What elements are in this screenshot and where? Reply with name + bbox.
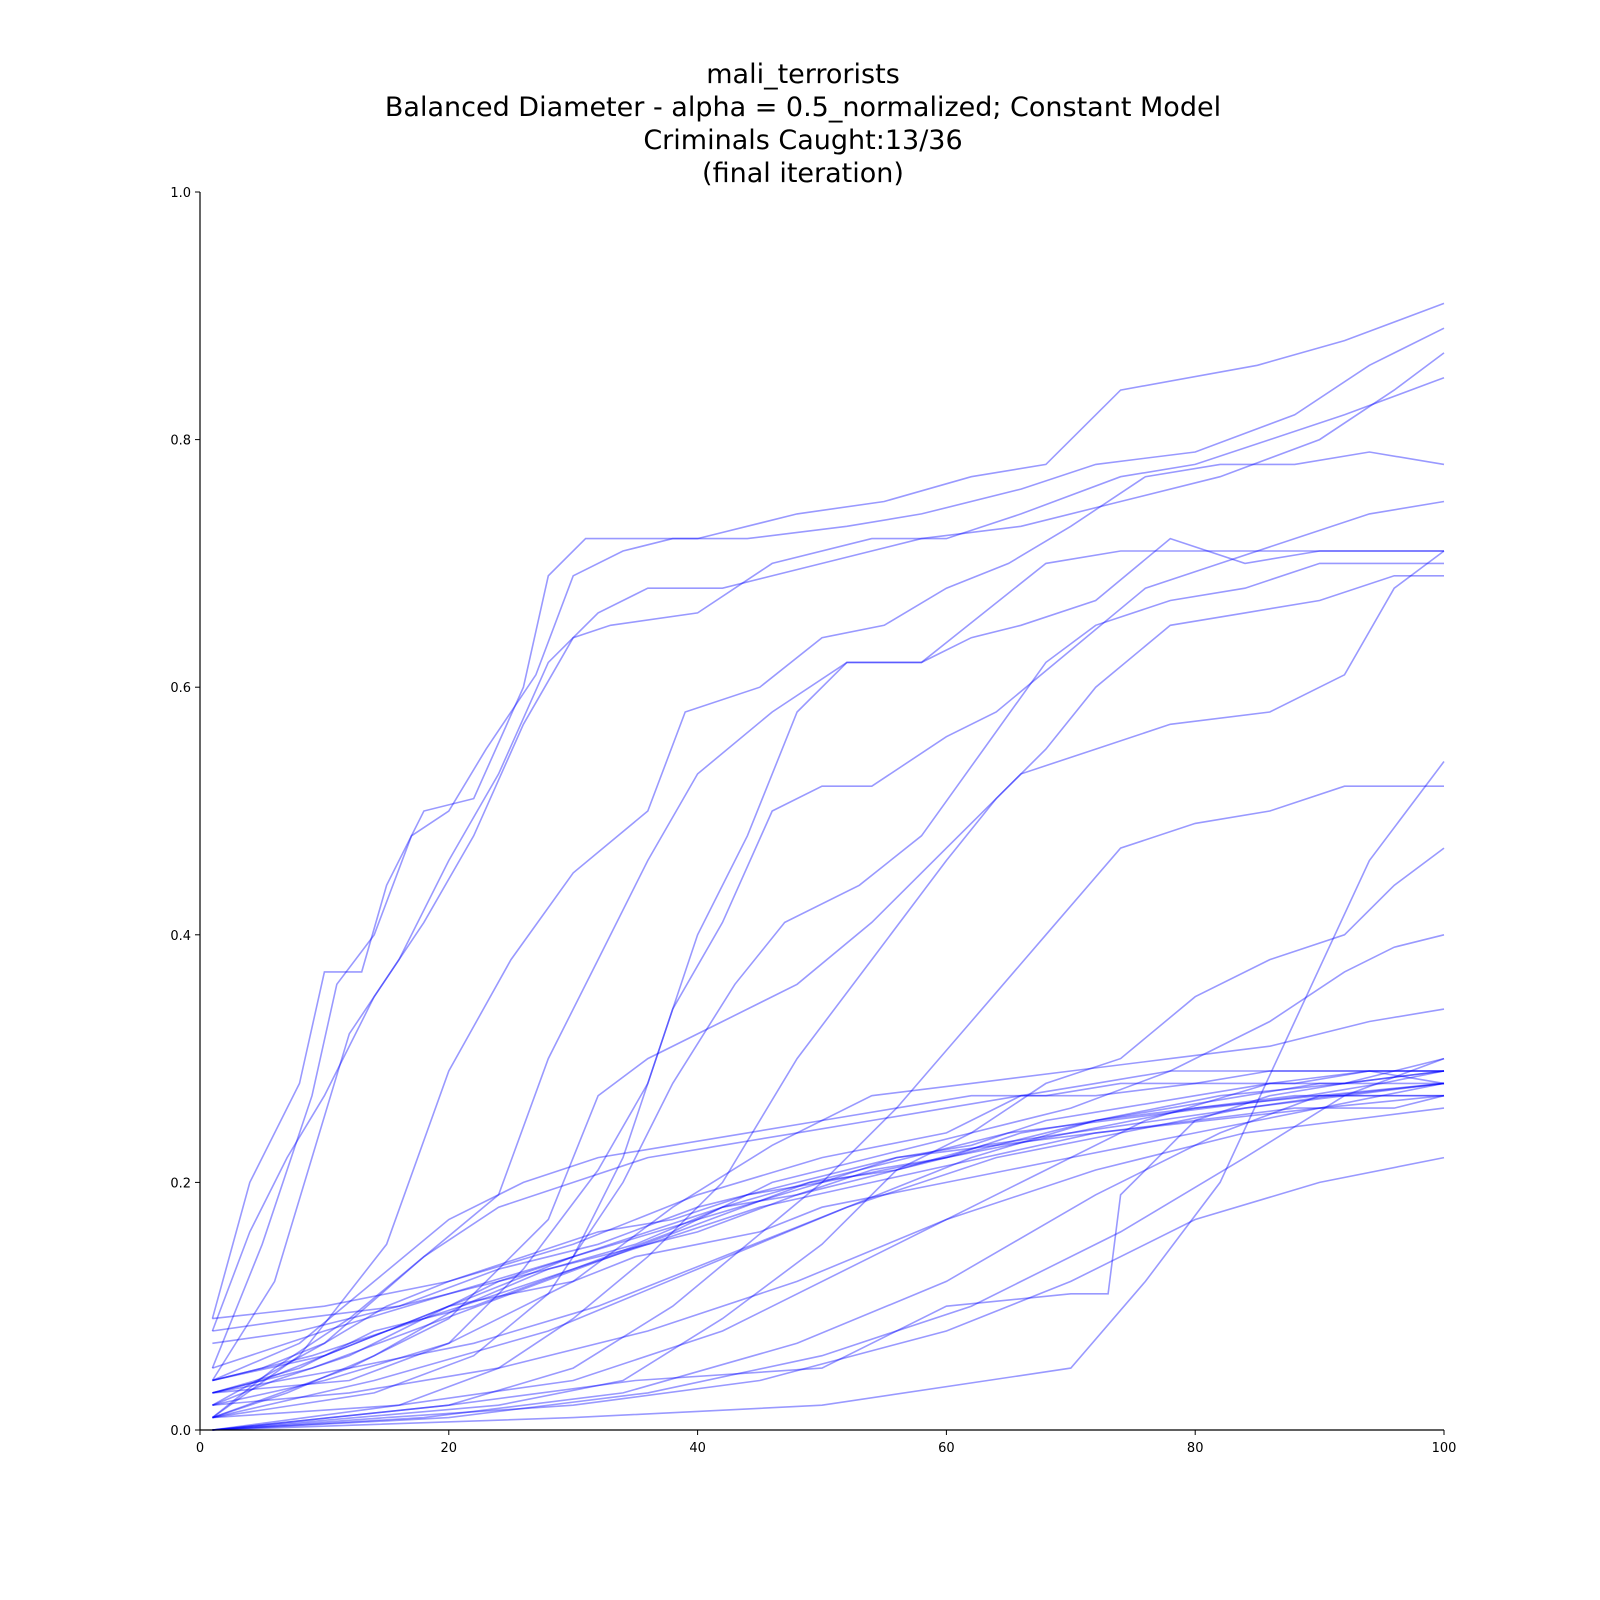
- series-line-36: [212, 1070, 1444, 1382]
- series-layer: [211, 302, 1445, 1431]
- y-tick-label: 0.6: [170, 681, 191, 696]
- series-line-2: [211, 327, 1445, 1369]
- series-line-14: [212, 934, 1445, 1394]
- series-line-4: [211, 376, 1445, 1332]
- series-line-9: [212, 562, 1444, 1419]
- series-line-23: [212, 1070, 1444, 1431]
- series-line-33: [212, 1057, 1445, 1431]
- x-ticks: 0 20 40 60 80 100: [196, 1430, 1457, 1456]
- series-line-7: [212, 537, 1444, 1394]
- y-tick-label: 0.2: [170, 1176, 191, 1191]
- series-line-12: [212, 785, 1444, 1431]
- series-line-29: [212, 1082, 1445, 1431]
- series-line-17: [212, 1082, 1445, 1419]
- series-line-6: [212, 550, 1444, 1406]
- series-line-27: [212, 1082, 1445, 1419]
- series-line-25: [212, 1094, 1445, 1382]
- series-line-20: [212, 1094, 1445, 1345]
- series-line-28: [212, 1008, 1445, 1406]
- x-tick-label: 60: [938, 1441, 955, 1456]
- y-tick-label: 0.8: [170, 434, 191, 449]
- x-tick-label: 0: [196, 1441, 204, 1456]
- series-line-8: [212, 500, 1445, 1382]
- title-line-4: (final iteration): [702, 158, 904, 189]
- y-ticks: 0.0 0.2 0.4 0.6 0.8 1.0: [170, 186, 200, 1439]
- series-line-35: [212, 761, 1445, 1431]
- x-tick-label: 20: [441, 1441, 458, 1456]
- series-line-3: [211, 352, 1445, 1381]
- series-line-18: [212, 1070, 1445, 1394]
- series-line-30: [212, 1094, 1444, 1332]
- title-line-2: Balanced Diameter - alpha = 0.5_normaliz…: [385, 92, 1221, 123]
- series-line-13: [212, 847, 1445, 1431]
- series-line-22: [212, 1156, 1445, 1431]
- series-line-10: [212, 575, 1444, 1431]
- y-tick-label: 0.4: [170, 929, 191, 944]
- series-line-34: [212, 1082, 1445, 1394]
- title-line-1: mali_terrorists: [706, 59, 900, 90]
- series-line-24: [212, 1057, 1445, 1320]
- series-line-16: [212, 1082, 1444, 1406]
- series-line-1: [211, 302, 1445, 1319]
- y-tick-label: 0.0: [170, 1424, 191, 1439]
- series-line-26: [211, 1070, 1444, 1419]
- series-line-19: [212, 1094, 1444, 1369]
- y-tick-label: 1.0: [170, 186, 191, 201]
- series-line-32: [212, 1070, 1445, 1419]
- series-line-11: [212, 550, 1445, 1419]
- x-tick-label: 100: [1432, 1441, 1457, 1456]
- title-line-3: Criminals Caught:13/36: [643, 125, 962, 156]
- series-line-15: [212, 1070, 1445, 1382]
- series-line-21: [212, 1107, 1445, 1406]
- x-tick-label: 40: [689, 1441, 706, 1456]
- x-tick-label: 80: [1187, 1441, 1204, 1456]
- series-line-5: [211, 451, 1445, 1419]
- series-line-31: [212, 1070, 1445, 1394]
